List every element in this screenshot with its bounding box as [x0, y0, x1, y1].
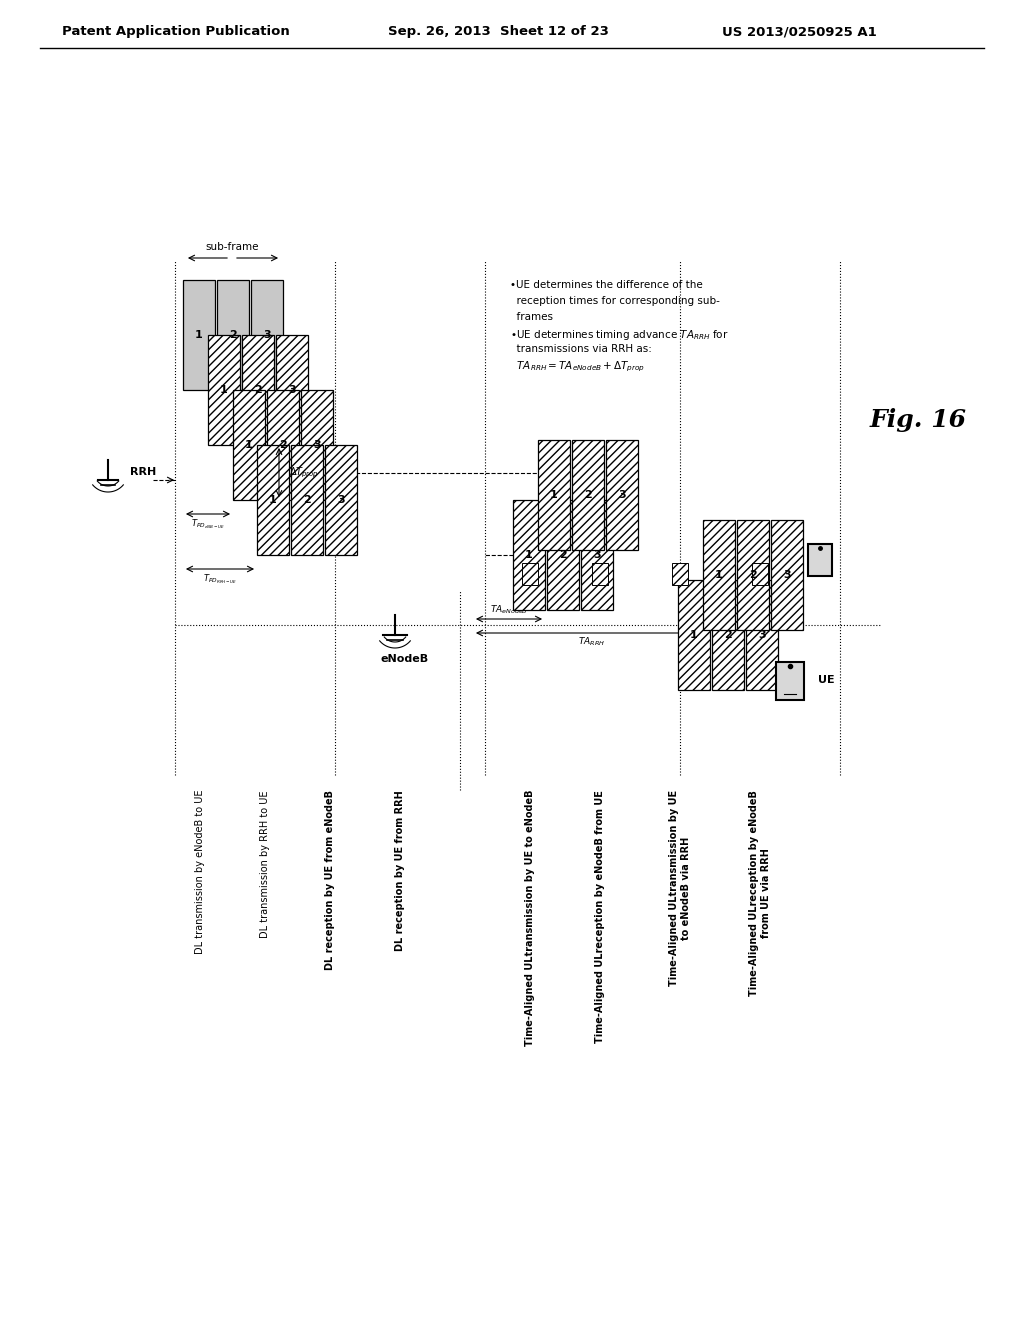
- Text: DL reception by UE from eNodeB: DL reception by UE from eNodeB: [325, 789, 335, 970]
- Bar: [522, 564, 538, 585]
- Text: Time-Aligned ULreception by eNodeB
from UE via RRH: Time-Aligned ULreception by eNodeB from …: [750, 789, 771, 995]
- Text: Time-Aligned ULreception by eNodeB from UE: Time-Aligned ULreception by eNodeB from …: [595, 789, 605, 1043]
- Bar: [771, 520, 803, 630]
- Text: 1: 1: [690, 630, 698, 640]
- Bar: [746, 579, 778, 690]
- Bar: [208, 335, 240, 445]
- Bar: [513, 500, 545, 610]
- Bar: [538, 440, 570, 550]
- Text: 3: 3: [263, 330, 270, 341]
- Text: 3: 3: [313, 440, 321, 450]
- Bar: [606, 440, 638, 550]
- Bar: [242, 335, 274, 445]
- Text: 3: 3: [758, 630, 766, 640]
- Text: US 2013/0250925 A1: US 2013/0250925 A1: [722, 25, 877, 38]
- Text: $T_{PD_{RRH-UE}}$: $T_{PD_{RRH-UE}}$: [203, 572, 238, 586]
- Bar: [592, 564, 608, 585]
- Text: 2: 2: [559, 550, 567, 560]
- Text: sub-frame: sub-frame: [205, 242, 259, 252]
- Text: $TA_{RRH}=TA_{eNodeB}+\Delta T_{prop}$: $TA_{RRH}=TA_{eNodeB}+\Delta T_{prop}$: [510, 360, 645, 375]
- Bar: [712, 579, 744, 690]
- Text: DL transmission by RRH to UE: DL transmission by RRH to UE: [260, 789, 270, 937]
- Bar: [251, 280, 283, 389]
- Bar: [581, 500, 613, 610]
- Text: $TA_{RRH}$: $TA_{RRH}$: [578, 636, 605, 648]
- Text: $TA_{eNodeB}$: $TA_{eNodeB}$: [490, 603, 528, 616]
- Text: 1: 1: [196, 330, 203, 341]
- Text: $\Delta T_{prop}$: $\Delta T_{prop}$: [289, 465, 318, 479]
- Text: 2: 2: [280, 440, 287, 450]
- Bar: [301, 389, 333, 500]
- Bar: [267, 389, 299, 500]
- Bar: [233, 389, 265, 500]
- Bar: [325, 445, 357, 554]
- Bar: [678, 579, 710, 690]
- Text: 2: 2: [750, 570, 757, 579]
- Text: 2: 2: [254, 385, 262, 395]
- Text: 2: 2: [303, 495, 311, 506]
- Bar: [183, 280, 215, 389]
- Text: DL reception by UE from RRH: DL reception by UE from RRH: [395, 789, 406, 950]
- Text: 1: 1: [550, 490, 558, 500]
- Text: DL transmission by eNodeB to UE: DL transmission by eNodeB to UE: [195, 789, 205, 954]
- Bar: [776, 663, 804, 700]
- Text: 2: 2: [584, 490, 592, 500]
- Text: Fig. 16: Fig. 16: [870, 408, 967, 432]
- Text: 3: 3: [288, 385, 296, 395]
- Text: 1: 1: [715, 570, 723, 579]
- Text: UE: UE: [818, 675, 835, 685]
- Bar: [737, 520, 769, 630]
- Text: 3: 3: [593, 550, 601, 560]
- Text: 3: 3: [337, 495, 345, 506]
- Text: Sep. 26, 2013  Sheet 12 of 23: Sep. 26, 2013 Sheet 12 of 23: [388, 25, 609, 38]
- Bar: [257, 445, 289, 554]
- Text: 1: 1: [245, 440, 253, 450]
- Text: Time-Aligned ULtransmission by UE
to eNodeB via RRH: Time-Aligned ULtransmission by UE to eNo…: [670, 789, 691, 986]
- Bar: [217, 280, 249, 389]
- Bar: [547, 500, 579, 610]
- Text: Patent Application Publication: Patent Application Publication: [62, 25, 290, 38]
- Bar: [703, 520, 735, 630]
- Text: RRH: RRH: [130, 467, 157, 477]
- Text: •UE determines timing advance $TA_{RRH}$ for: •UE determines timing advance $TA_{RRH}$…: [510, 327, 729, 342]
- Text: 1: 1: [269, 495, 276, 506]
- Bar: [276, 335, 308, 445]
- Bar: [672, 564, 688, 585]
- Text: eNodeB: eNodeB: [381, 653, 429, 664]
- Text: transmissions via RRH as:: transmissions via RRH as:: [510, 345, 652, 354]
- Text: Time-Aligned ULtransmission by UE to eNodeB: Time-Aligned ULtransmission by UE to eNo…: [525, 789, 535, 1047]
- Text: 2: 2: [724, 630, 732, 640]
- Text: •UE determines the difference of the: •UE determines the difference of the: [510, 280, 702, 290]
- Text: 1: 1: [525, 550, 532, 560]
- Text: 1: 1: [220, 385, 228, 395]
- Bar: [752, 564, 768, 585]
- Bar: [291, 445, 323, 554]
- Bar: [808, 544, 831, 576]
- Text: 3: 3: [618, 490, 626, 500]
- Text: frames: frames: [510, 312, 553, 322]
- Text: $T_{PD_{eNB-UE}}$: $T_{PD_{eNB-UE}}$: [190, 517, 225, 531]
- Text: 3: 3: [783, 570, 791, 579]
- Text: 2: 2: [229, 330, 237, 341]
- Text: reception times for corresponding sub-: reception times for corresponding sub-: [510, 296, 720, 306]
- Bar: [572, 440, 604, 550]
